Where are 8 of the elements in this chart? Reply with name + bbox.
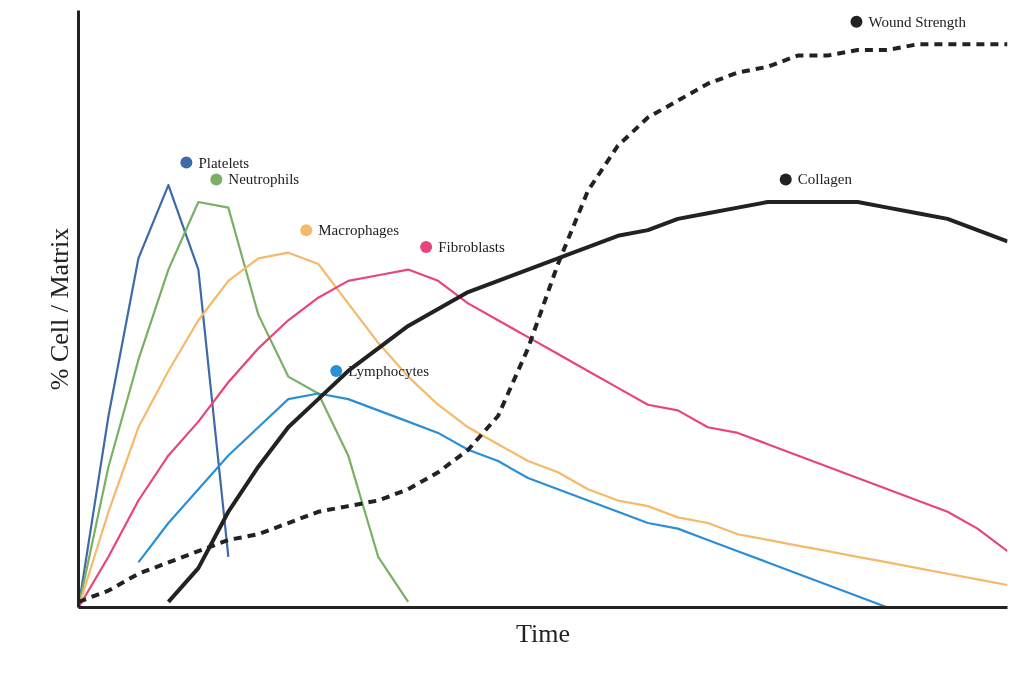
legend-label: Macrophages [318,222,400,239]
legend-label: Fibroblasts [438,239,505,256]
legend-label: Wound Strength [868,13,967,30]
y-axis-title: % Cell / Matrix [44,227,74,391]
legend-label: Collagen [797,171,853,188]
legend-label: Neutrophils [228,171,300,188]
x-axis-title: Time [516,618,570,648]
legend-label: Platelets [198,154,250,171]
